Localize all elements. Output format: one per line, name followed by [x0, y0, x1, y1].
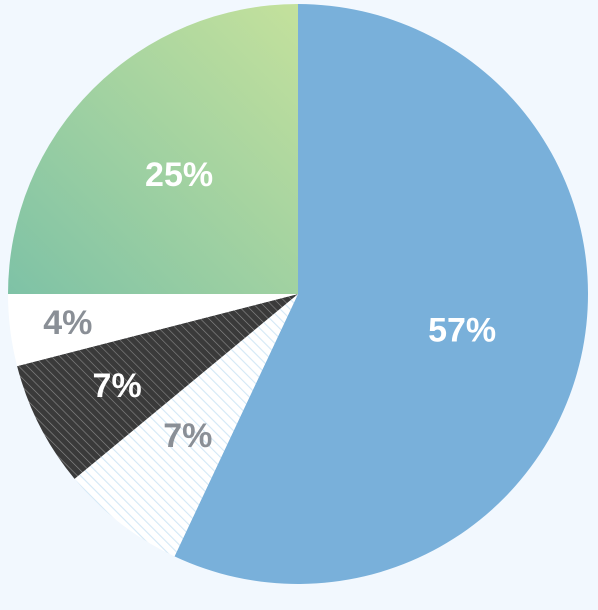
pie-slice-2: [17, 294, 299, 479]
pie-slice-1: [74, 294, 298, 557]
slice-label-4: 25%: [145, 156, 213, 194]
slice-label-2: 7%: [93, 367, 142, 405]
pie-slice-0: [174, 4, 588, 584]
slice-label-1: 7%: [163, 417, 212, 455]
slice-label-0: 57%: [428, 312, 496, 350]
pie-slice-4: [8, 4, 298, 294]
pie-slice-3: [8, 294, 298, 367]
slice-label-3: 4%: [43, 304, 92, 342]
